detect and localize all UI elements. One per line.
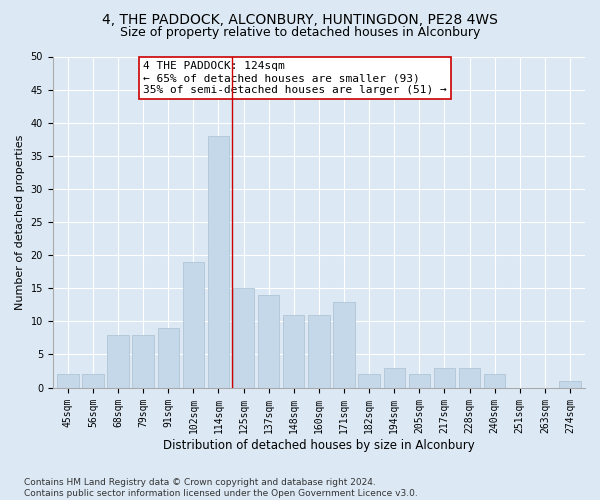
Y-axis label: Number of detached properties: Number of detached properties: [15, 134, 25, 310]
Bar: [158, 328, 179, 388]
Bar: [208, 136, 229, 388]
Bar: [82, 374, 104, 388]
Bar: [258, 295, 280, 388]
Bar: [334, 302, 355, 388]
Bar: [308, 314, 329, 388]
Text: 4 THE PADDOCK: 124sqm
← 65% of detached houses are smaller (93)
35% of semi-deta: 4 THE PADDOCK: 124sqm ← 65% of detached …: [143, 62, 447, 94]
Bar: [107, 334, 129, 388]
Bar: [559, 381, 581, 388]
Bar: [484, 374, 505, 388]
Text: Size of property relative to detached houses in Alconbury: Size of property relative to detached ho…: [120, 26, 480, 39]
Bar: [409, 374, 430, 388]
Bar: [459, 368, 480, 388]
Bar: [383, 368, 405, 388]
Bar: [434, 368, 455, 388]
Bar: [283, 314, 304, 388]
Bar: [57, 374, 79, 388]
Bar: [182, 262, 204, 388]
Text: Contains HM Land Registry data © Crown copyright and database right 2024.
Contai: Contains HM Land Registry data © Crown c…: [24, 478, 418, 498]
Text: 4, THE PADDOCK, ALCONBURY, HUNTINGDON, PE28 4WS: 4, THE PADDOCK, ALCONBURY, HUNTINGDON, P…: [102, 12, 498, 26]
Bar: [133, 334, 154, 388]
Bar: [233, 288, 254, 388]
Bar: [358, 374, 380, 388]
X-axis label: Distribution of detached houses by size in Alconbury: Distribution of detached houses by size …: [163, 440, 475, 452]
